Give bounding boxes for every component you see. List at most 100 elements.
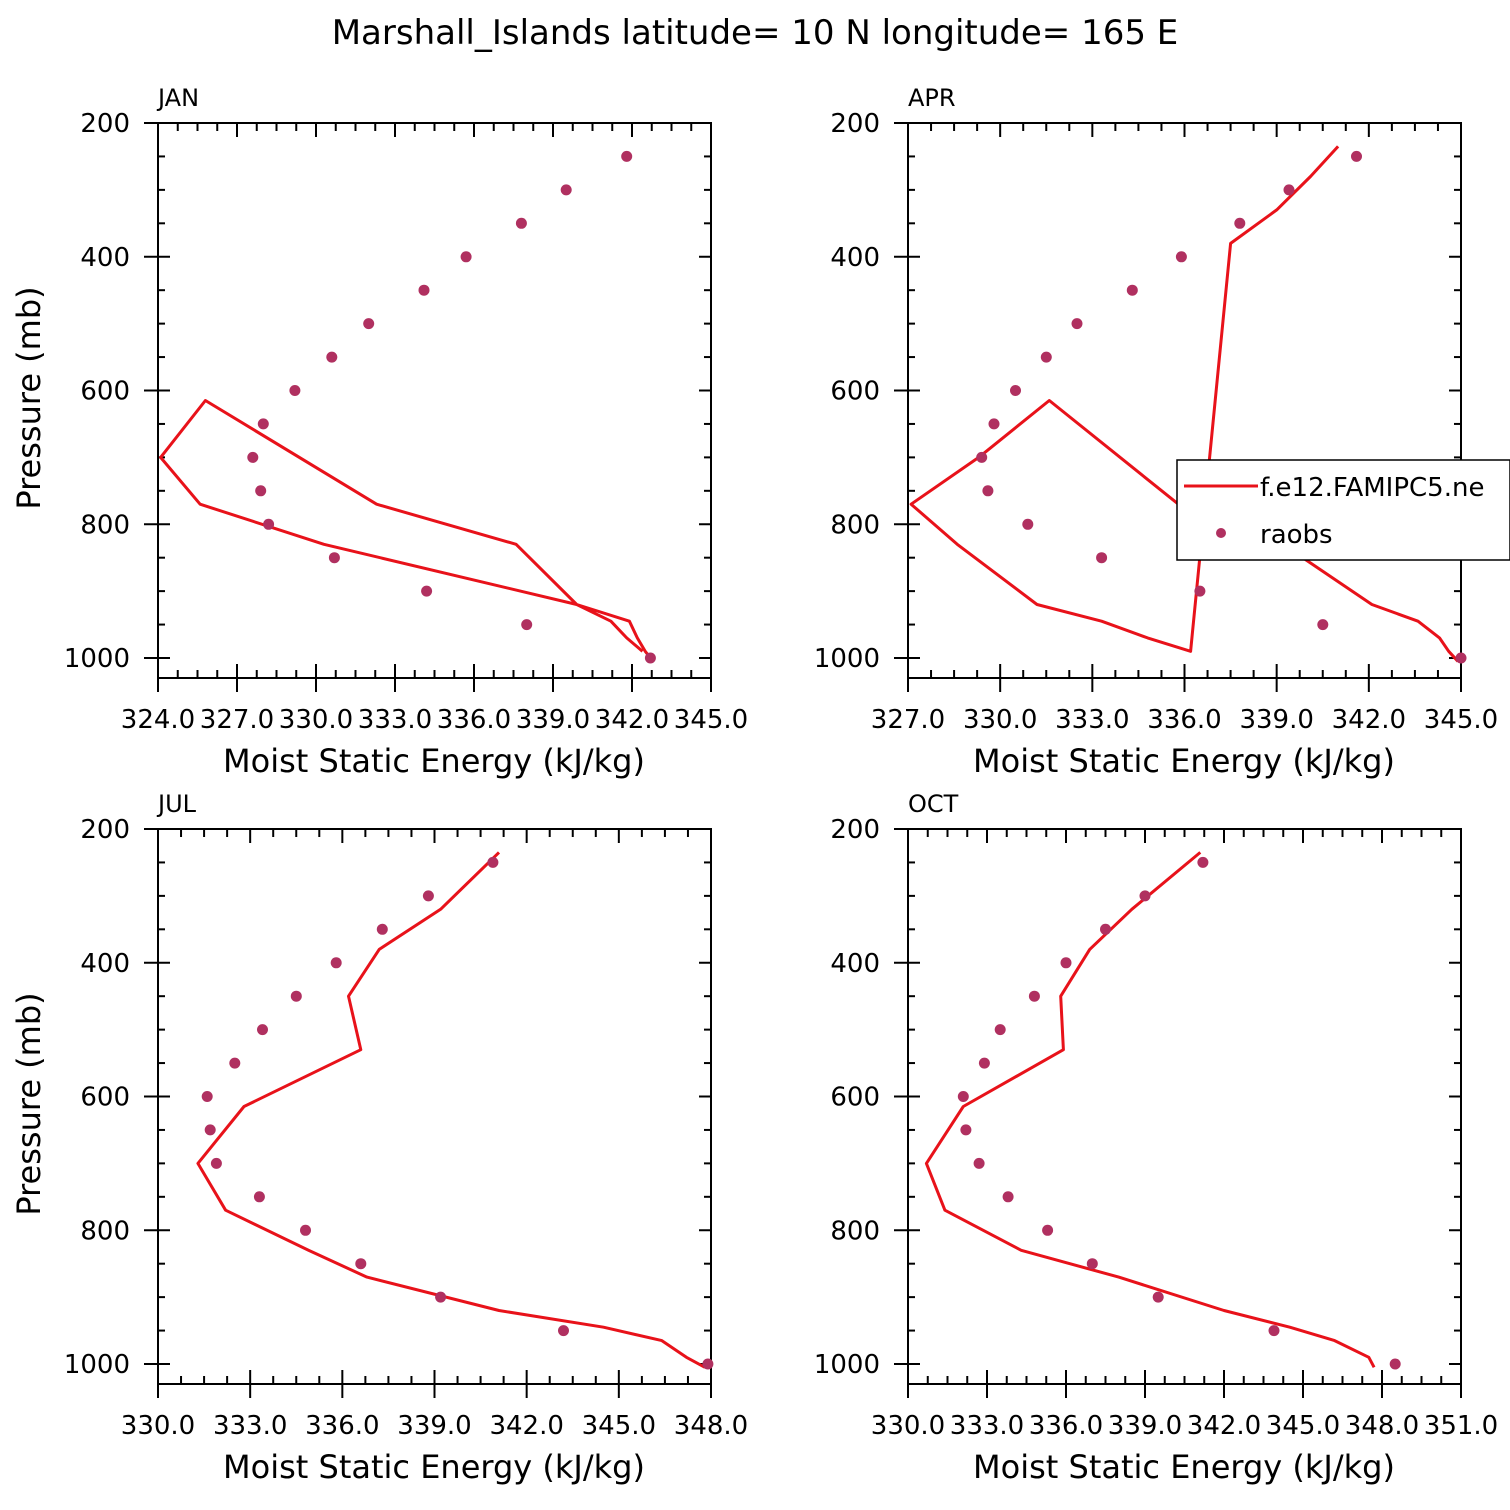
jul-y-tick-label: 200: [80, 815, 130, 845]
apr-y-tick-label: 600: [830, 377, 880, 407]
apr-model-line: [909, 145, 1460, 663]
apr-x-tick-label: 336.0: [1147, 705, 1221, 735]
oct-x-tick-label: 336.0: [1029, 1411, 1103, 1441]
jan-obs-point: [644, 652, 656, 664]
jul-y-tick-label: 400: [80, 949, 130, 979]
legend-obs-label: raobs: [1260, 520, 1333, 550]
jul-y-tick-label: 600: [80, 1083, 130, 1113]
jul-y-axis-label: Pressure (mb): [10, 992, 48, 1215]
jul-obs-point: [330, 957, 342, 969]
apr-obs-point: [1317, 619, 1329, 631]
apr-x-tick-label: 330.0: [963, 705, 1037, 735]
oct-obs-point: [1152, 1291, 1164, 1303]
oct-y-tick-label: 600: [830, 1083, 880, 1113]
oct-obs-point: [1060, 957, 1072, 969]
jul-obs-point: [435, 1291, 447, 1303]
apr-obs-point: [1175, 251, 1187, 263]
apr-plot-frame: [907, 122, 1462, 679]
apr-x-tick-label: 327.0: [871, 705, 945, 735]
jan-x-tick-label: 333.0: [358, 705, 432, 735]
jul-x-tick-label: 339.0: [397, 1411, 471, 1441]
oct-x-tick-label: 330.0: [871, 1411, 945, 1441]
jul-obs-point: [422, 890, 434, 902]
apr-x-tick-label: 339.0: [1239, 705, 1313, 735]
jan-obs-point: [247, 451, 259, 463]
jul-obs-point: [210, 1157, 222, 1169]
apr-obs-point: [1040, 351, 1052, 363]
jul-obs-point: [376, 923, 388, 935]
oct-obs-point: [973, 1157, 985, 1169]
jan-obs-point: [521, 619, 533, 631]
jan-obs-point: [326, 351, 338, 363]
apr-obs-point: [988, 418, 1000, 430]
oct-obs-point: [1042, 1224, 1054, 1236]
jan-obs-point: [257, 418, 269, 430]
jan-y-tick-label: 400: [80, 243, 130, 273]
jul-obs-point: [558, 1325, 569, 1337]
jul-obs-point: [257, 1024, 268, 1036]
jan-y-tick-label: 1000: [64, 644, 130, 674]
apr-x-tick-label: 333.0: [1055, 705, 1129, 735]
oct-obs-point: [978, 1057, 990, 1069]
jan-obs-point: [328, 552, 340, 564]
oct-plot-layer: 200 400 600 800 1000 330.0 333.0 336.0 339.0 342.…: [814, 815, 1498, 1441]
jul-obs-point: [290, 990, 302, 1002]
apr-obs-point: [1071, 318, 1083, 330]
jul-obs-point: [702, 1358, 714, 1370]
jan-obs-point: [560, 184, 572, 196]
oct-x-tick-label: 333.0: [950, 1411, 1024, 1441]
jan-plot-frame: [157, 122, 712, 679]
apr-y-tick-label: 1000: [814, 644, 880, 674]
apr-x-tick-label: 345.0: [1424, 705, 1498, 735]
legend: f.e12.FAMIPC5.ne raobs: [1176, 459, 1510, 561]
legend-model-label: f.e12.FAMIPC5.ne: [1260, 473, 1484, 503]
jul-panel-title: JUL: [156, 790, 197, 818]
oct-obs-point: [1100, 923, 1111, 935]
apr-obs-point: [1010, 385, 1021, 396]
jul-obs-point: [487, 856, 499, 868]
apr-y-tick-label: 800: [830, 510, 880, 540]
jan-y-axis-label: Pressure (mb): [10, 286, 48, 509]
jan-panel-title: JAN: [156, 84, 199, 112]
jan-x-axis-label: Moist Static Energy (kJ/kg): [223, 742, 645, 780]
jan-x-tick-label: 330.0: [279, 705, 353, 735]
jan-obs-point: [621, 150, 633, 162]
oct-obs-point: [1028, 990, 1040, 1002]
jan-x-tick-label: 339.0: [516, 705, 590, 735]
oct-plot-frame: [907, 828, 1462, 1385]
oct-y-tick-label: 1000: [814, 1350, 880, 1380]
legend-box: [1176, 459, 1510, 561]
jul-plot-layer: 200 400 600 800 1000 330.0 333.0 336.0 339.0 342.…: [64, 815, 748, 1441]
oct-obs-point: [1389, 1358, 1401, 1370]
apr-x-tick-label: 342.0: [1332, 705, 1406, 735]
oct-x-tick-label: 339.0: [1108, 1411, 1182, 1441]
jul-x-tick-label: 333.0: [213, 1411, 287, 1441]
oct-model-line: [924, 851, 1376, 1369]
jan-x-tick-label: 342.0: [595, 705, 669, 735]
oct-obs-point: [1268, 1325, 1280, 1337]
legend-obs-marker: [1216, 528, 1226, 538]
jul-y-tick-label: 800: [80, 1216, 130, 1246]
oct-obs-point: [1086, 1258, 1098, 1270]
jan-obs-point: [289, 385, 301, 396]
jul-x-axis-label: Moist Static Energy (kJ/kg): [223, 1448, 645, 1486]
apr-obs-point: [1455, 652, 1467, 664]
oct-obs-point: [994, 1024, 1006, 1036]
oct-obs-point: [1002, 1191, 1014, 1203]
jan-obs-point: [255, 485, 267, 497]
apr-obs-point: [1126, 284, 1138, 296]
apr-x-axis-label: Moist Static Energy (kJ/kg): [973, 742, 1395, 780]
jan-obs-point: [263, 518, 275, 530]
jul-obs-point: [204, 1124, 216, 1136]
oct-obs-point: [957, 1091, 969, 1102]
jul-obs-point: [253, 1191, 265, 1203]
oct-x-tick-label: 345.0: [1266, 1411, 1340, 1441]
jul-y-tick-label: 1000: [64, 1350, 130, 1380]
apr-y-tick-label: 400: [830, 243, 880, 273]
jan-x-tick-label: 345.0: [674, 705, 748, 735]
apr-obs-point: [976, 451, 988, 463]
jan-obs-point: [421, 585, 433, 597]
jan-x-tick-label: 324.0: [121, 705, 195, 735]
jan-model-line: [159, 399, 655, 663]
jul-model-line: [196, 851, 706, 1369]
